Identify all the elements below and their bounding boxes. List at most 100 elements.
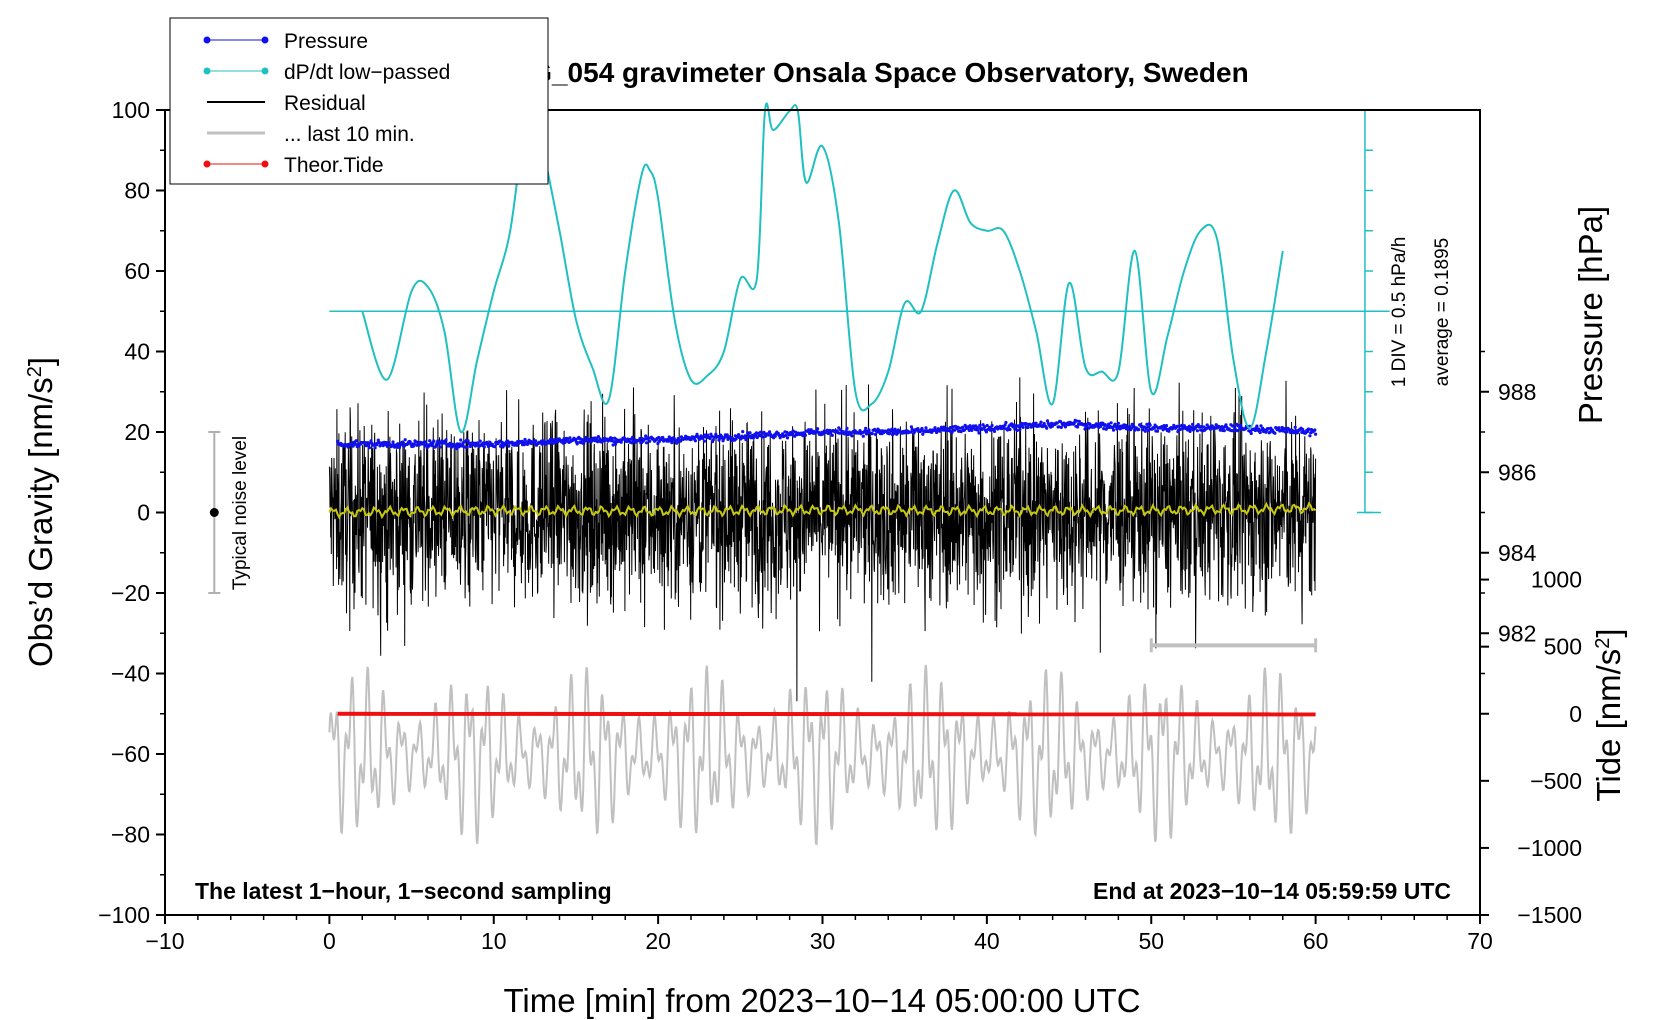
pressure-point bbox=[864, 426, 868, 430]
y-right-pressure-tick-label: 984 bbox=[1498, 540, 1537, 566]
pressure-point bbox=[568, 436, 572, 440]
pressure-point bbox=[1008, 427, 1012, 432]
noise-bar-center bbox=[209, 508, 219, 517]
pressure-point bbox=[950, 430, 954, 434]
pressure-point bbox=[643, 437, 647, 441]
end-time-note: End at 2023−10−14 05:59:59 UTC bbox=[1093, 878, 1451, 904]
pressure-point bbox=[1239, 423, 1243, 428]
pressure-point bbox=[1277, 426, 1281, 430]
pressure-point bbox=[1028, 422, 1032, 427]
pressure-point bbox=[1111, 428, 1116, 432]
pressure-point bbox=[951, 425, 955, 429]
y-left-tick-label: 60 bbox=[124, 258, 150, 284]
pressure-point bbox=[784, 433, 788, 438]
legend-entry-tide: Theor.Tide bbox=[203, 154, 384, 177]
y-right-tide-tick-label: −500 bbox=[1530, 768, 1582, 794]
legend-label-dpdt: dP/dt low−passed bbox=[284, 61, 450, 84]
pressure-point bbox=[1314, 432, 1318, 436]
x-tick-label: 20 bbox=[645, 928, 671, 954]
pressure-point bbox=[693, 439, 698, 443]
pressure-point bbox=[1004, 420, 1008, 425]
pressure-point bbox=[711, 438, 715, 442]
pressure-point bbox=[1281, 429, 1285, 433]
pressure-point bbox=[596, 435, 601, 439]
pressure-point bbox=[1026, 425, 1030, 430]
div-label: 1 DIV = 0.5 hPa/h bbox=[1389, 237, 1410, 388]
pressure-point bbox=[1057, 425, 1061, 429]
y-right-tide-tick-label: 500 bbox=[1544, 634, 1582, 660]
pressure-point bbox=[584, 435, 588, 440]
pressure-point bbox=[838, 428, 843, 432]
pressure-point bbox=[702, 439, 707, 443]
pressure-point bbox=[1285, 430, 1289, 434]
pressure-point bbox=[816, 427, 820, 431]
pressure-point bbox=[1129, 426, 1133, 430]
pressure-point bbox=[870, 432, 874, 436]
pressure-point bbox=[1076, 425, 1080, 429]
pressure-point bbox=[708, 436, 712, 441]
pressure-point bbox=[1273, 431, 1277, 435]
y-right-tide-label: Tide [nm/s2] bbox=[1590, 628, 1627, 801]
pressure-point bbox=[689, 437, 693, 441]
y-right-tide-tick-label: 1000 bbox=[1531, 567, 1582, 593]
pressure-point bbox=[1257, 427, 1261, 431]
pressure-point bbox=[909, 430, 913, 434]
pressure-point bbox=[990, 423, 994, 428]
y-right-tide-tick-label: −1000 bbox=[1517, 835, 1582, 861]
pressure-point bbox=[493, 445, 497, 449]
pressure-point bbox=[455, 447, 459, 451]
y-left-tick-label: −20 bbox=[111, 580, 150, 606]
pressure-point bbox=[830, 433, 834, 437]
pressure-point bbox=[921, 432, 925, 436]
pressure-point bbox=[1143, 429, 1147, 433]
pressure-point bbox=[1109, 421, 1113, 425]
pressure-point bbox=[415, 443, 419, 447]
pressure-point bbox=[725, 433, 729, 437]
pressure-point bbox=[737, 433, 741, 437]
pressure-point bbox=[644, 434, 648, 438]
pressure-point bbox=[1018, 428, 1022, 432]
pressure-point bbox=[1152, 426, 1156, 430]
y-left-tick-label: 100 bbox=[112, 97, 150, 123]
pressure-point bbox=[598, 437, 602, 441]
x-tick-label: 50 bbox=[1138, 928, 1164, 954]
residual-smoothed-line bbox=[328, 501, 1317, 520]
legend-label-pressure: Pressure bbox=[284, 30, 368, 53]
pressure-point bbox=[1293, 425, 1297, 429]
pressure-point bbox=[395, 445, 399, 449]
pressure-point bbox=[863, 429, 867, 433]
pressure-point bbox=[809, 428, 813, 432]
pressure-point bbox=[444, 438, 448, 442]
pressure-point bbox=[1113, 422, 1117, 426]
pressure-point bbox=[574, 437, 578, 442]
pressure-point bbox=[1187, 424, 1191, 428]
pressure-point bbox=[430, 444, 434, 448]
pressure-point bbox=[1182, 424, 1186, 428]
pressure-point bbox=[845, 426, 849, 430]
pressure-point bbox=[1188, 429, 1192, 433]
pressure-point bbox=[706, 433, 710, 437]
pressure-point bbox=[579, 441, 583, 445]
pressure-point bbox=[457, 445, 461, 449]
pressure-point bbox=[984, 430, 989, 434]
legend-marker-tide bbox=[203, 160, 211, 168]
pressure-point bbox=[1178, 427, 1182, 432]
pressure-point bbox=[909, 425, 914, 429]
pressure-point bbox=[985, 423, 989, 428]
pressure-point bbox=[1313, 428, 1317, 432]
y-right-pressure-tick-label: 986 bbox=[1498, 459, 1536, 485]
pressure-point bbox=[391, 440, 395, 444]
legend-marker-pressure-end bbox=[261, 36, 269, 44]
pressure-point bbox=[540, 442, 544, 446]
pressure-point bbox=[1141, 428, 1145, 432]
y-left-tick-label: 0 bbox=[137, 500, 150, 526]
pressure-point bbox=[858, 429, 862, 433]
residual-smoothed-series bbox=[328, 501, 1317, 520]
x-tick-label: 60 bbox=[1303, 928, 1329, 954]
pressure-point bbox=[1266, 427, 1270, 431]
pressure-point bbox=[534, 439, 538, 443]
pressure-point bbox=[346, 445, 350, 449]
pressure-point bbox=[1045, 426, 1049, 430]
pressure-point bbox=[734, 437, 738, 441]
